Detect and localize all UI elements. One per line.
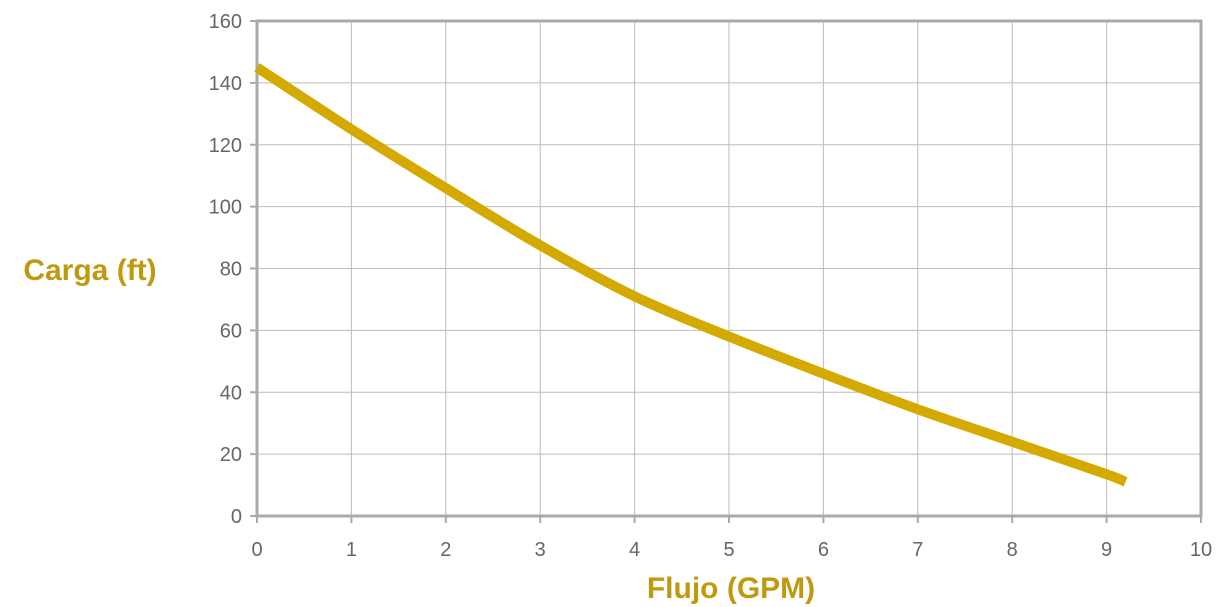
x-tick-label: 10 bbox=[1190, 539, 1212, 561]
y-tick-label: 20 bbox=[220, 444, 242, 466]
x-tick-label: 8 bbox=[1007, 539, 1018, 561]
series-layer bbox=[257, 67, 1125, 482]
series-line bbox=[257, 67, 1125, 482]
y-tick-label: 160 bbox=[209, 11, 242, 33]
x-tick-label: 7 bbox=[912, 539, 923, 561]
x-tick-label: 1 bbox=[346, 539, 357, 561]
y-tick-label: 140 bbox=[209, 73, 242, 95]
y-tick-label: 120 bbox=[209, 135, 242, 157]
x-tick-label: 5 bbox=[723, 539, 734, 561]
y-tick-label: 100 bbox=[209, 197, 242, 219]
x-tick-label: 4 bbox=[629, 539, 640, 561]
y-tick-label: 80 bbox=[220, 259, 242, 281]
y-tick-label: 0 bbox=[231, 506, 242, 528]
y-tick-labels: 0 20 40 60 80 100 120 140 160 bbox=[209, 11, 242, 528]
y-axis-title: Carga (ft) bbox=[23, 254, 156, 287]
y-tick-label: 40 bbox=[220, 382, 242, 404]
x-tick-label: 3 bbox=[535, 539, 546, 561]
x-tick-label: 0 bbox=[251, 539, 262, 561]
y-tick-label: 60 bbox=[220, 320, 242, 342]
grid-lines bbox=[250, 21, 1201, 523]
x-tick-labels: 0 1 2 3 4 5 6 7 8 9 10 bbox=[251, 539, 1212, 561]
x-axis-title: Flujo (GPM) bbox=[647, 572, 815, 605]
x-tick-label: 2 bbox=[440, 539, 451, 561]
x-tick-label: 9 bbox=[1101, 539, 1112, 561]
x-tick-label: 6 bbox=[818, 539, 829, 561]
